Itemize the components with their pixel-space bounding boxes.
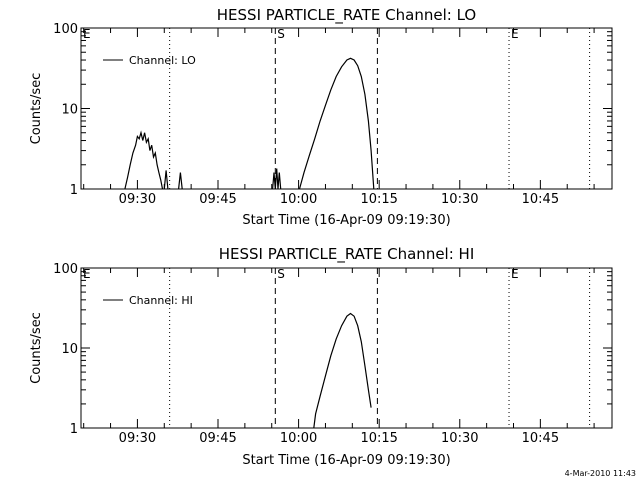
x-tick-label: 09:30 bbox=[119, 192, 156, 207]
series-line bbox=[298, 57, 375, 190]
chart-title: HESSI PARTICLE_RATE Channel: HI bbox=[219, 245, 475, 264]
x-tick-label: 10:15 bbox=[360, 431, 397, 446]
y-tick-label: 1 bbox=[70, 422, 78, 437]
chart-panel-lo: HESSI PARTICLE_RATE Channel: LO 1 10 100 09:… bbox=[29, 6, 613, 228]
legend-label: Channel: HI bbox=[129, 294, 193, 307]
y-tick-label: 10 bbox=[61, 103, 78, 118]
series-line bbox=[272, 168, 282, 190]
y-axis-label: Counts/sec bbox=[29, 73, 44, 145]
chart-panel-hi: HESSI PARTICLE_RATE Channel: HI 1 10 100 09:… bbox=[29, 245, 613, 468]
y-tick-label: 10 bbox=[61, 342, 78, 357]
x-tick-label: 10:30 bbox=[441, 431, 478, 446]
series-line bbox=[178, 172, 183, 190]
series-line bbox=[124, 130, 164, 190]
x-tick-label: 09:45 bbox=[199, 192, 236, 207]
event-marker-label: E bbox=[83, 27, 91, 41]
event-marker-label: S bbox=[277, 267, 285, 281]
x-axis-label: Start Time (16-Apr-09 09:19:30) bbox=[242, 453, 450, 468]
series-line bbox=[313, 312, 372, 429]
x-tick-label: 10:45 bbox=[522, 192, 559, 207]
event-marker-label: E bbox=[511, 27, 519, 41]
y-axis-label: Counts/sec bbox=[29, 312, 44, 384]
x-tick-label: 09:30 bbox=[119, 431, 156, 446]
legend-label: Channel: LO bbox=[129, 54, 196, 67]
x-axis-label: Start Time (16-Apr-09 09:19:30) bbox=[242, 213, 450, 228]
event-marker-label: E bbox=[83, 267, 91, 281]
series-line bbox=[163, 170, 169, 190]
footer-timestamp: 4-Mar-2010 11:43 bbox=[564, 469, 636, 478]
x-tick-label: 09:45 bbox=[199, 431, 236, 446]
event-marker-label: S bbox=[277, 27, 285, 41]
x-tick-label: 10:00 bbox=[280, 192, 317, 207]
event-marker-label: E bbox=[511, 267, 519, 281]
x-tick-label: 10:30 bbox=[441, 192, 478, 207]
x-tick-label: 10:00 bbox=[280, 431, 317, 446]
y-tick-label: 100 bbox=[53, 22, 78, 37]
y-tick-label: 1 bbox=[70, 183, 78, 198]
y-tick-label: 100 bbox=[53, 262, 78, 277]
plot-frame bbox=[80, 27, 613, 190]
plot-frame bbox=[80, 267, 613, 429]
x-tick-label: 10:45 bbox=[522, 431, 559, 446]
chart-title: HESSI PARTICLE_RATE Channel: LO bbox=[217, 6, 476, 25]
x-tick-label: 10:15 bbox=[360, 192, 397, 207]
